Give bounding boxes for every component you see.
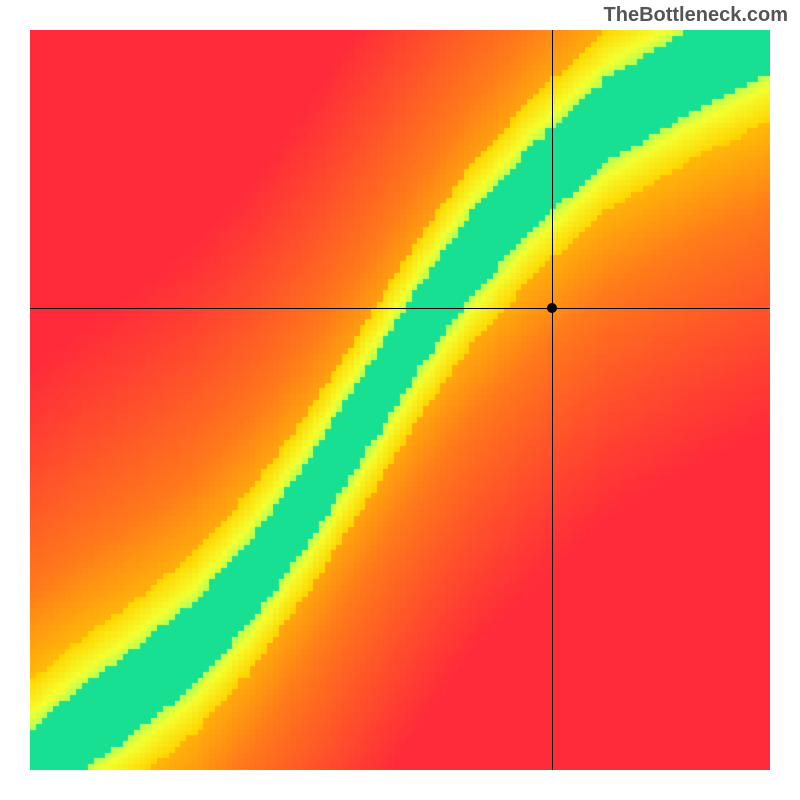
selection-marker <box>547 303 557 313</box>
crosshair-vertical <box>552 30 553 770</box>
chart-container: TheBottleneck.com <box>0 0 800 800</box>
watermark-text: TheBottleneck.com <box>604 4 788 27</box>
crosshair-horizontal <box>30 308 770 309</box>
heatmap-plot <box>30 30 770 770</box>
heatmap-canvas <box>30 30 770 770</box>
